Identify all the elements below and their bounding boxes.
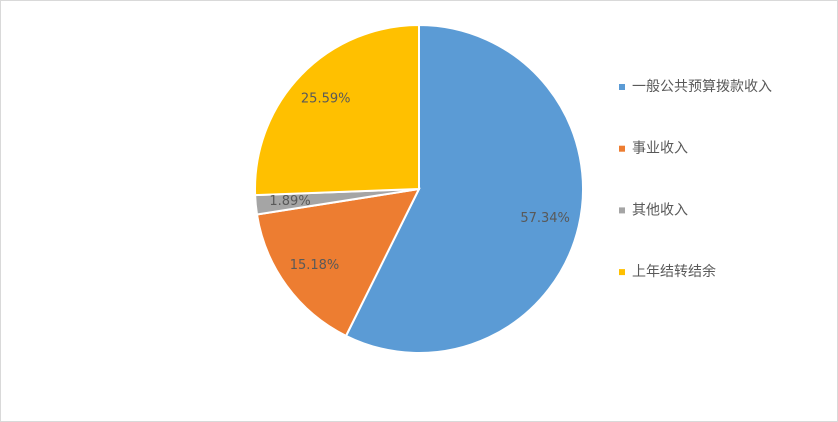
pie-slice <box>254 23 420 197</box>
legend-marker <box>619 269 625 276</box>
legend-label: 其他收入 <box>632 202 688 218</box>
pie-slice <box>344 23 584 354</box>
legend-label: 事业收入 <box>632 141 688 157</box>
data-label: 57.34% <box>520 211 570 226</box>
legend-label: 一般公共预算拨款收入 <box>632 79 772 95</box>
legend-marker <box>619 84 625 90</box>
data-label: 1.89% <box>269 194 310 209</box>
legend-marker <box>619 207 625 214</box>
data-label: 15.18% <box>290 258 340 273</box>
pie-slice <box>255 187 421 338</box>
legend-label: 上年结转结余 <box>632 263 716 280</box>
legend-marker <box>619 145 625 152</box>
data-label: 25.59% <box>301 92 351 107</box>
